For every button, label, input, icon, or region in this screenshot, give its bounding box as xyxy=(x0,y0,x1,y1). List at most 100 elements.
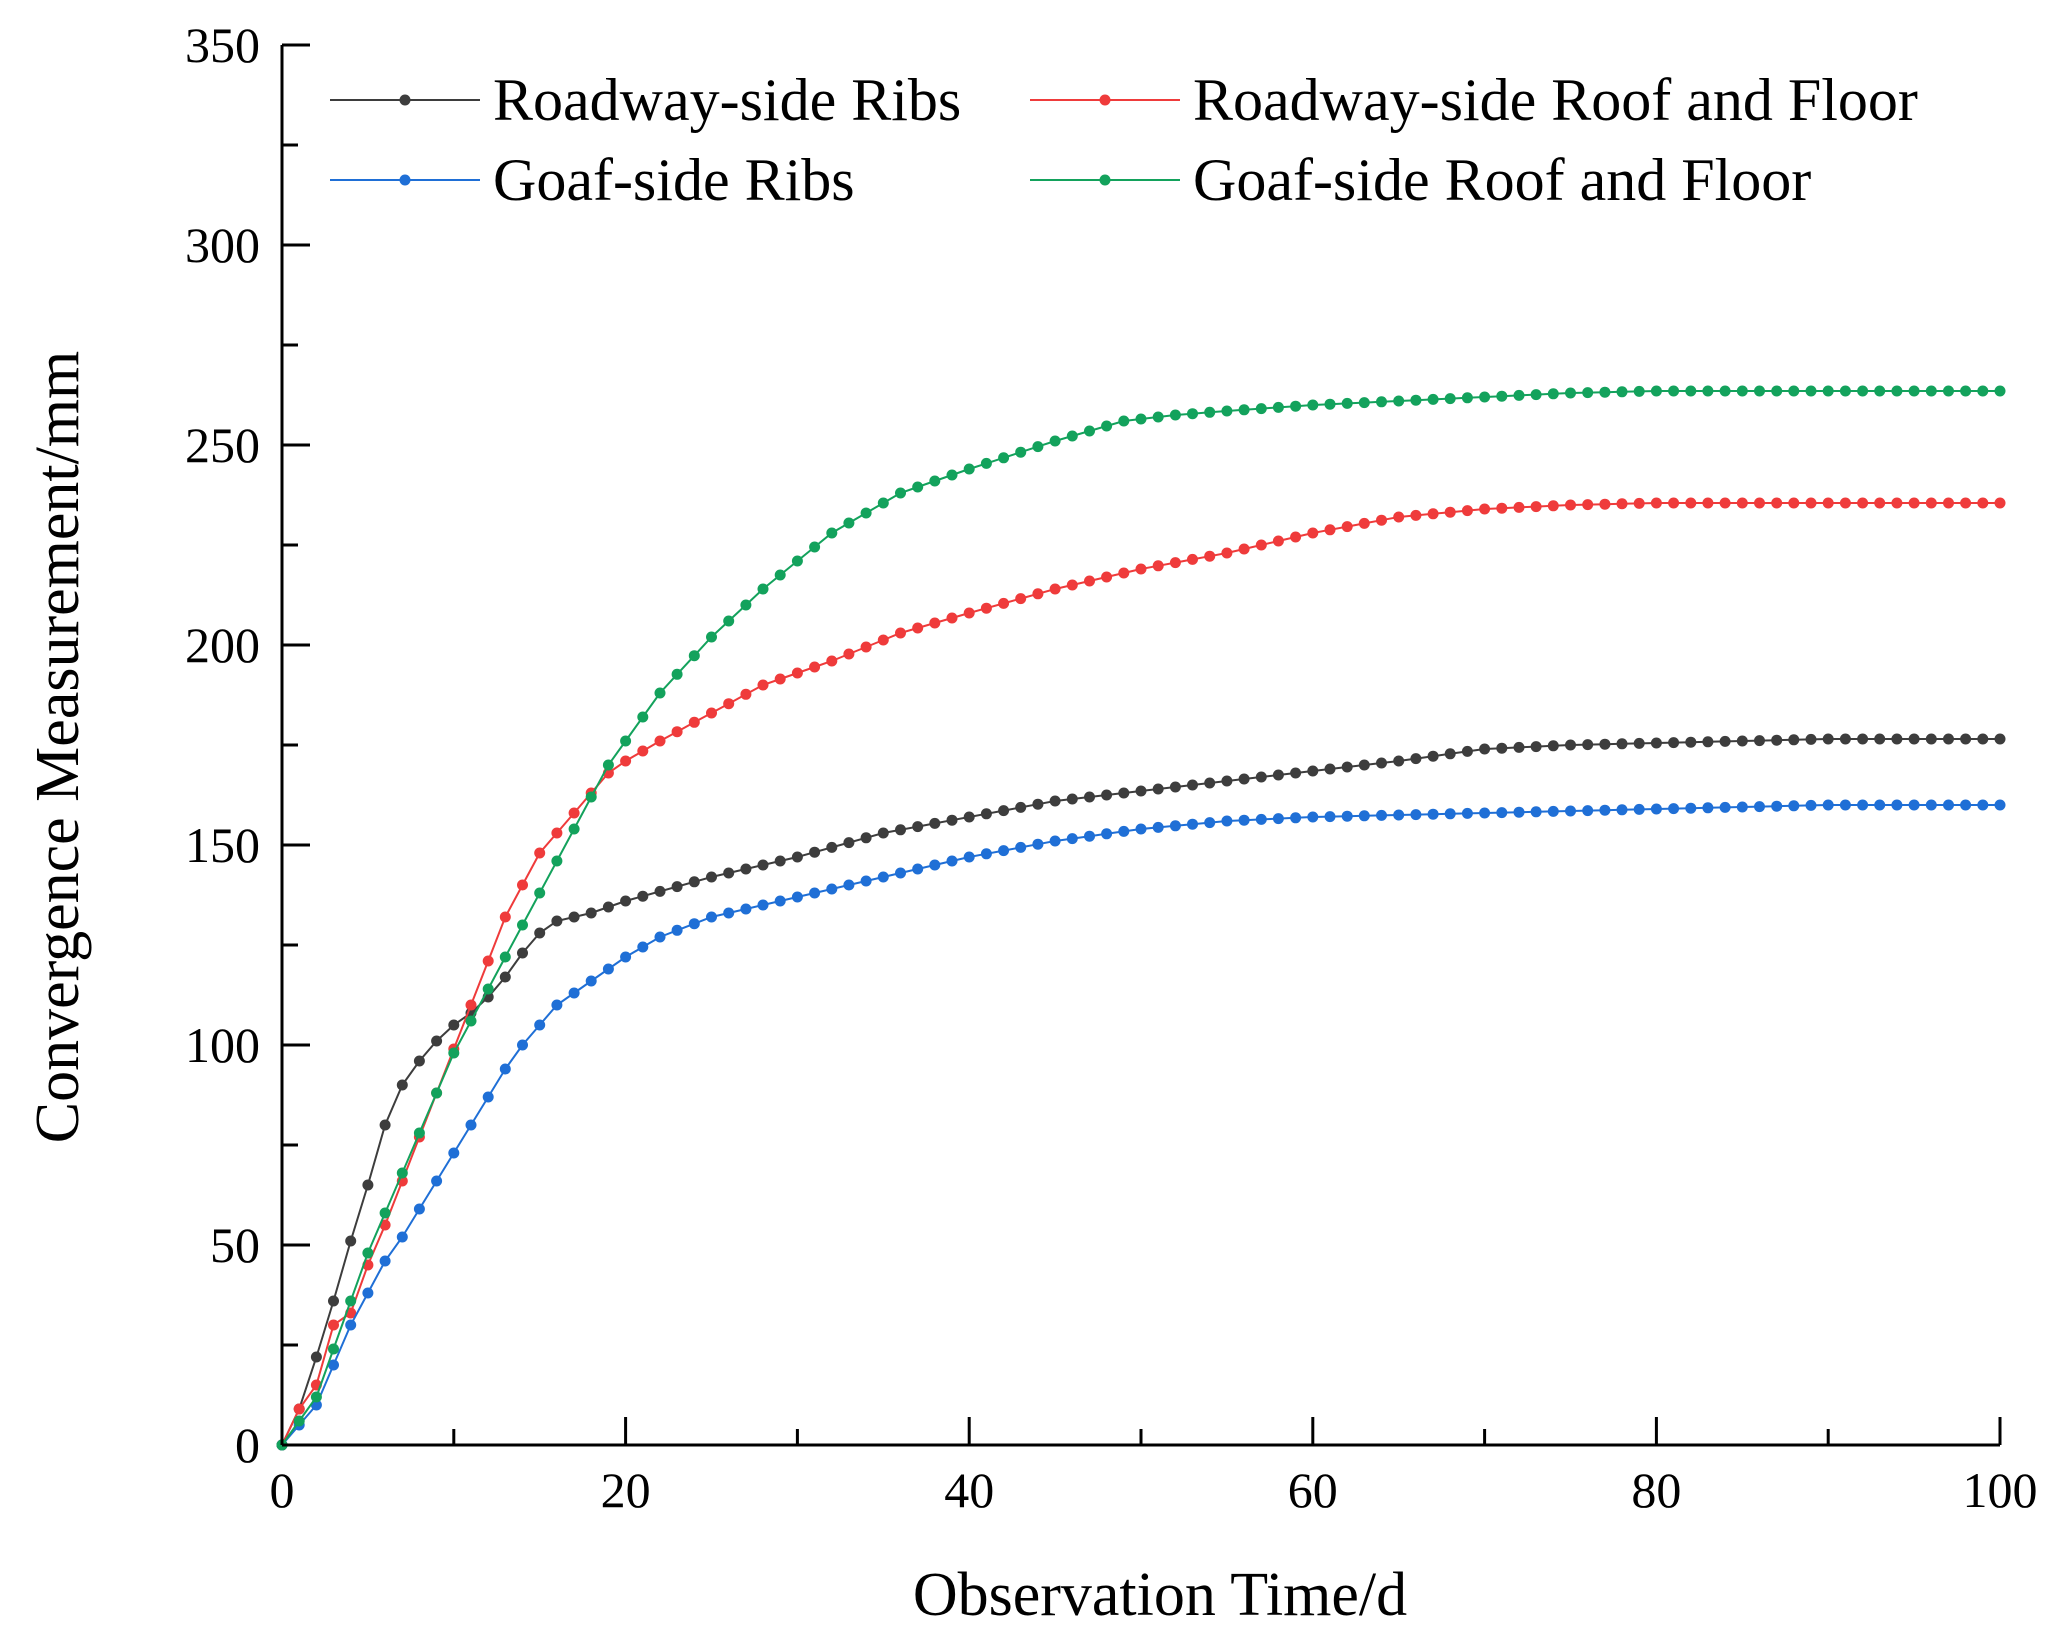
data-point xyxy=(1719,801,1731,813)
data-point xyxy=(1788,497,1800,509)
data-point xyxy=(1582,739,1594,751)
data-point xyxy=(1307,811,1319,823)
data-point xyxy=(1874,799,1886,811)
data-point xyxy=(1547,388,1559,400)
data-point xyxy=(1822,799,1834,811)
data-point xyxy=(1925,799,1937,811)
data-point xyxy=(1049,583,1061,595)
data-point xyxy=(1925,385,1937,397)
data-point xyxy=(1685,802,1697,814)
legend-swatch-marker xyxy=(1099,94,1111,106)
data-point xyxy=(1547,740,1559,752)
data-point xyxy=(1032,441,1044,453)
data-point xyxy=(1255,771,1267,783)
data-point xyxy=(826,527,838,539)
data-point xyxy=(671,668,683,680)
data-point xyxy=(688,716,700,728)
data-point xyxy=(1479,743,1491,755)
data-point xyxy=(963,463,975,475)
data-point xyxy=(1513,389,1525,401)
data-point xyxy=(912,481,924,493)
data-point xyxy=(413,1055,425,1067)
data-point xyxy=(1410,394,1422,406)
data-point xyxy=(1307,527,1319,539)
data-point xyxy=(912,821,924,833)
data-point xyxy=(843,879,855,891)
data-point xyxy=(602,759,614,771)
data-point xyxy=(1152,783,1164,795)
data-point xyxy=(517,919,528,931)
data-point xyxy=(1685,385,1697,397)
data-point xyxy=(1118,415,1130,427)
data-point xyxy=(1393,395,1405,407)
data-point xyxy=(740,903,752,915)
data-point xyxy=(1341,397,1353,409)
data-point xyxy=(1066,793,1078,805)
data-point xyxy=(499,1063,511,1075)
x-tick-label: 100 xyxy=(1963,1462,2038,1518)
legend-item: Goaf-side Roof and Floor xyxy=(1030,147,1811,213)
data-point xyxy=(1668,803,1680,815)
data-point xyxy=(1771,734,1783,746)
data-point xyxy=(1719,385,1731,397)
data-point xyxy=(654,931,666,943)
data-point xyxy=(1358,517,1370,529)
data-point xyxy=(1668,497,1680,509)
data-point xyxy=(1427,508,1439,520)
data-point xyxy=(706,631,717,643)
data-point xyxy=(499,971,511,983)
data-point xyxy=(929,859,941,871)
data-point xyxy=(1702,497,1714,509)
data-point xyxy=(1444,393,1456,405)
data-point xyxy=(1410,809,1422,821)
data-point xyxy=(517,947,528,959)
data-point xyxy=(1221,405,1233,417)
data-point xyxy=(1633,497,1645,509)
data-point xyxy=(757,583,769,595)
data-point xyxy=(482,983,494,995)
data-point xyxy=(1255,813,1267,825)
data-point xyxy=(396,1231,408,1243)
data-point xyxy=(1839,733,1851,745)
data-point xyxy=(963,607,975,619)
data-point xyxy=(843,517,855,529)
data-point xyxy=(1461,807,1473,819)
data-point xyxy=(1410,509,1422,521)
data-point xyxy=(826,841,838,853)
data-point xyxy=(1702,736,1714,748)
data-point xyxy=(1324,398,1336,410)
data-point xyxy=(379,1255,391,1267)
data-point xyxy=(1341,810,1353,822)
data-point xyxy=(1805,385,1817,397)
data-point xyxy=(877,871,889,883)
data-point xyxy=(328,1319,339,1331)
data-point xyxy=(946,612,958,624)
data-point xyxy=(706,911,717,923)
data-point xyxy=(1066,430,1078,442)
data-point xyxy=(1668,385,1680,397)
data-point xyxy=(1977,385,1989,397)
data-point xyxy=(757,859,769,871)
data-point xyxy=(1187,408,1198,420)
data-point xyxy=(1444,748,1456,760)
series-2 xyxy=(276,497,2006,1451)
data-point xyxy=(1376,396,1387,408)
data-point xyxy=(980,808,992,820)
data-point xyxy=(1994,733,2006,745)
data-point xyxy=(379,1207,391,1219)
legend-swatch-marker xyxy=(1099,174,1111,186)
data-point xyxy=(1994,385,2006,397)
data-point xyxy=(1960,385,1972,397)
data-point xyxy=(482,955,494,967)
data-point xyxy=(1513,741,1525,753)
data-point xyxy=(1736,801,1748,813)
data-point xyxy=(1547,500,1559,512)
data-point xyxy=(637,745,649,757)
data-point xyxy=(1496,807,1508,819)
data-point xyxy=(465,999,477,1011)
data-point xyxy=(809,661,821,673)
data-point xyxy=(551,827,563,839)
data-point xyxy=(1101,420,1113,432)
data-point xyxy=(362,1247,374,1259)
data-point xyxy=(1616,386,1628,398)
